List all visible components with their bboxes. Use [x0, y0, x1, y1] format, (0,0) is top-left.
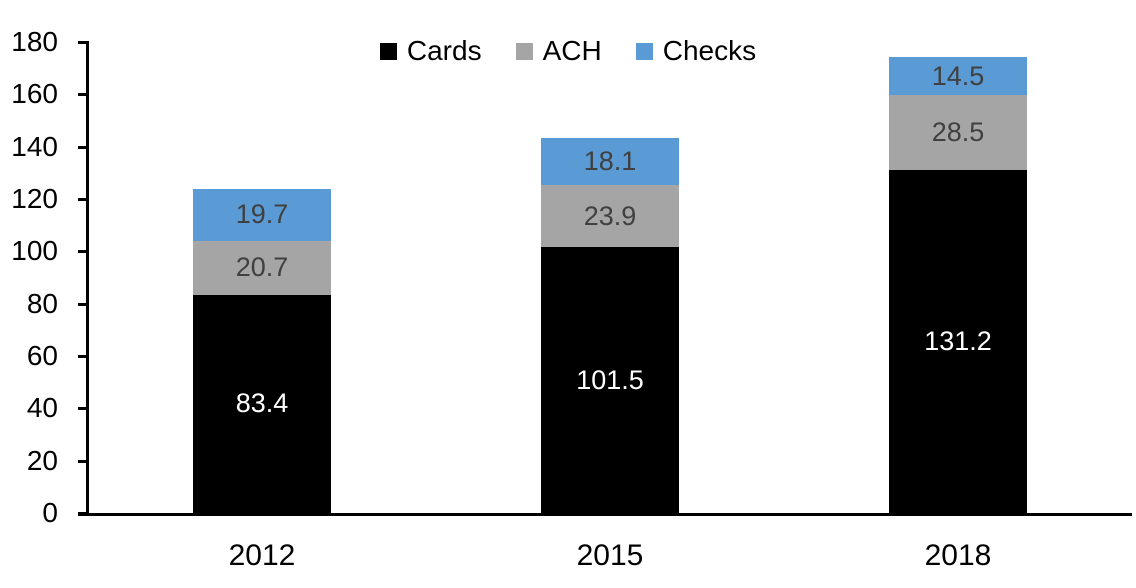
y-tick-mark	[78, 512, 88, 515]
y-tick-mark	[78, 145, 88, 149]
legend-item-checks: Checks	[635, 35, 757, 67]
y-tick-label: 140	[11, 130, 58, 162]
data-label: 18.1	[583, 145, 637, 176]
legend-item-ach: ACH	[515, 35, 602, 67]
bar-segment-checks: 14.5	[889, 57, 1027, 96]
y-tick-mark	[78, 198, 88, 201]
bar-segment-ach: 23.9	[541, 184, 679, 248]
y-axis-line	[86, 41, 89, 516]
data-label: 28.5	[931, 116, 985, 147]
category-label: 2012	[228, 539, 296, 572]
bar-segment-ach: 28.5	[889, 95, 1027, 170]
data-label: 83.4	[235, 388, 289, 419]
category-label: 2015	[576, 539, 644, 572]
legend-swatch-ach	[515, 42, 533, 60]
data-label: 23.9	[583, 200, 637, 231]
legend-label: Cards	[406, 35, 482, 66]
y-tick-mark	[78, 459, 88, 463]
y-tick-label: 20	[26, 444, 58, 476]
y-tick-label: 80	[26, 287, 58, 319]
y-tick-mark	[78, 93, 88, 97]
y-tick-mark	[78, 355, 88, 358]
bar-segment-ach: 20.7	[193, 240, 331, 295]
data-label: 131.2	[924, 325, 992, 356]
y-tick-label: 40	[26, 392, 58, 424]
legend-swatch-cards	[379, 42, 397, 60]
x-axis-line	[78, 513, 1132, 516]
legend-label: ACH	[542, 35, 602, 66]
y-tick-label: 0	[42, 497, 58, 528]
y-tick-label: 160	[11, 78, 58, 110]
bar-segment-cards: 131.2	[889, 169, 1027, 513]
y-tick-label: 180	[11, 26, 58, 57]
data-label: 101.5	[576, 364, 644, 395]
y-tick-mark	[78, 41, 88, 44]
legend-label: Checks	[662, 35, 757, 66]
category-label: 2018	[924, 539, 992, 572]
data-label: 19.7	[235, 199, 289, 230]
data-label: 20.7	[235, 252, 289, 283]
bar-segment-cards: 83.4	[193, 294, 331, 513]
y-tick-mark	[78, 302, 88, 306]
y-tick-label: 100	[11, 235, 58, 267]
legend-swatch-checks	[635, 42, 653, 60]
bar-segment-checks: 19.7	[193, 189, 331, 241]
chart-legend: Cards ACH Checks	[0, 34, 1136, 68]
y-tick-mark	[78, 407, 88, 411]
legend-item-cards: Cards	[379, 35, 482, 67]
bar-segment-cards: 101.5	[541, 247, 679, 513]
y-tick-label: 120	[11, 183, 58, 214]
y-tick-mark	[78, 250, 88, 254]
bar-segment-checks: 18.1	[541, 137, 679, 185]
data-label: 14.5	[931, 60, 985, 91]
y-tick-label: 60	[26, 340, 58, 371]
